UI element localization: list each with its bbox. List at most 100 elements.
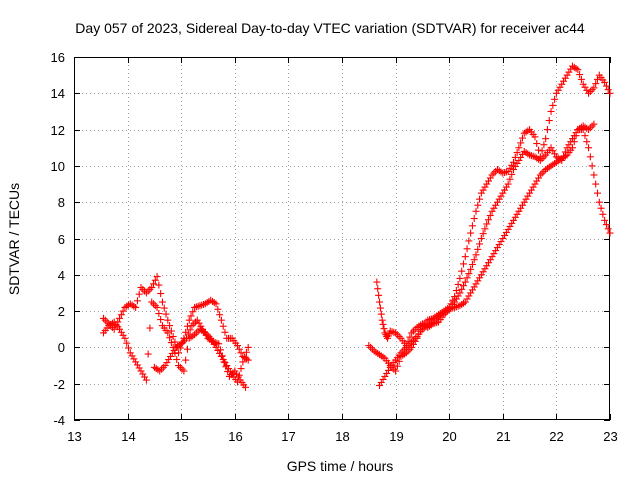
data-point: [142, 376, 150, 384]
data-point: [242, 383, 250, 391]
data-point: [454, 280, 462, 288]
data-point: [409, 327, 417, 335]
data-point: [374, 285, 382, 293]
data-point: [543, 126, 551, 134]
data-point: [185, 316, 193, 324]
data-point: [456, 274, 464, 282]
data-point: [595, 198, 603, 206]
data-point: [452, 287, 460, 295]
data-point: [574, 66, 582, 74]
data-point: [244, 343, 252, 351]
data-point: [495, 195, 503, 203]
data-point: [454, 292, 462, 300]
data-point: [376, 298, 384, 306]
data-point: [183, 322, 191, 330]
data-point: [542, 135, 550, 143]
data-point: [381, 372, 389, 380]
data-point: [597, 204, 605, 212]
data-point: [549, 147, 557, 155]
data-point: [499, 189, 507, 197]
x-tick-label: 17: [281, 429, 295, 444]
data-point: [572, 132, 580, 140]
data-point: [579, 80, 587, 88]
data-point: [130, 355, 138, 363]
data-point: [142, 289, 150, 297]
data-point: [132, 358, 140, 366]
data-point: [515, 207, 523, 215]
data-point: [606, 229, 614, 237]
data-point: [165, 356, 173, 363]
data-point: [565, 141, 573, 149]
data-point: [552, 89, 560, 97]
data-point: [241, 353, 249, 361]
data-point: [518, 134, 526, 142]
data-point: [380, 325, 388, 333]
data-point: [395, 357, 403, 365]
data-point: [592, 80, 600, 88]
data-point: [135, 364, 143, 372]
data-point: [368, 345, 376, 353]
data-point: [463, 245, 471, 253]
series-track-6: [376, 126, 614, 390]
data-point: [474, 277, 482, 285]
data-point: [515, 156, 523, 164]
data-point: [175, 349, 183, 357]
data-point: [601, 78, 609, 86]
data-point: [186, 326, 194, 334]
data-point: [221, 359, 229, 367]
data-point: [517, 204, 525, 212]
data-point: [538, 147, 546, 155]
data-point: [182, 356, 190, 364]
data-point: [568, 135, 576, 143]
data-point: [585, 89, 593, 97]
data-point: [379, 320, 387, 328]
data-point: [474, 245, 482, 253]
data-point: [150, 280, 158, 288]
data-point: [133, 361, 141, 369]
data-point: [533, 177, 541, 185]
x-tick-label: 18: [335, 429, 349, 444]
data-point: [518, 150, 526, 158]
data-point: [200, 300, 208, 308]
data-point: [522, 195, 530, 203]
data-point: [158, 298, 166, 306]
data-point: [124, 344, 132, 352]
data-point: [467, 265, 475, 273]
y-tick-label: -4: [53, 413, 65, 428]
data-point: [604, 225, 612, 233]
data-point: [524, 192, 532, 200]
data-point: [588, 162, 596, 170]
data-point: [376, 304, 384, 312]
data-point: [161, 362, 169, 370]
data-point: [474, 201, 482, 209]
data-point: [510, 166, 518, 174]
data-point: [468, 222, 476, 230]
data-point: [481, 183, 489, 191]
data-point: [218, 352, 226, 360]
data-point: [547, 107, 555, 115]
data-point: [488, 171, 496, 179]
data-point: [399, 347, 407, 355]
data-point: [377, 310, 385, 318]
data-point: [461, 278, 469, 286]
data-point: [179, 338, 187, 346]
data-point: [526, 189, 534, 197]
data-point: [395, 333, 403, 341]
data-point: [477, 189, 485, 197]
data-point: [123, 339, 131, 347]
data-point: [458, 285, 466, 293]
data-point: [518, 201, 526, 209]
data-point: [183, 334, 191, 342]
data-point: [517, 139, 525, 147]
data-point: [411, 334, 419, 342]
data-point: [119, 307, 127, 315]
data-point: [196, 302, 204, 310]
data-point: [367, 343, 375, 351]
data-point: [194, 302, 202, 310]
y-tick-label: 4: [58, 268, 65, 283]
data-point: [486, 256, 494, 264]
data-point: [535, 146, 543, 154]
data-point: [515, 144, 523, 152]
data-point: [242, 348, 250, 356]
data-point: [384, 366, 392, 374]
